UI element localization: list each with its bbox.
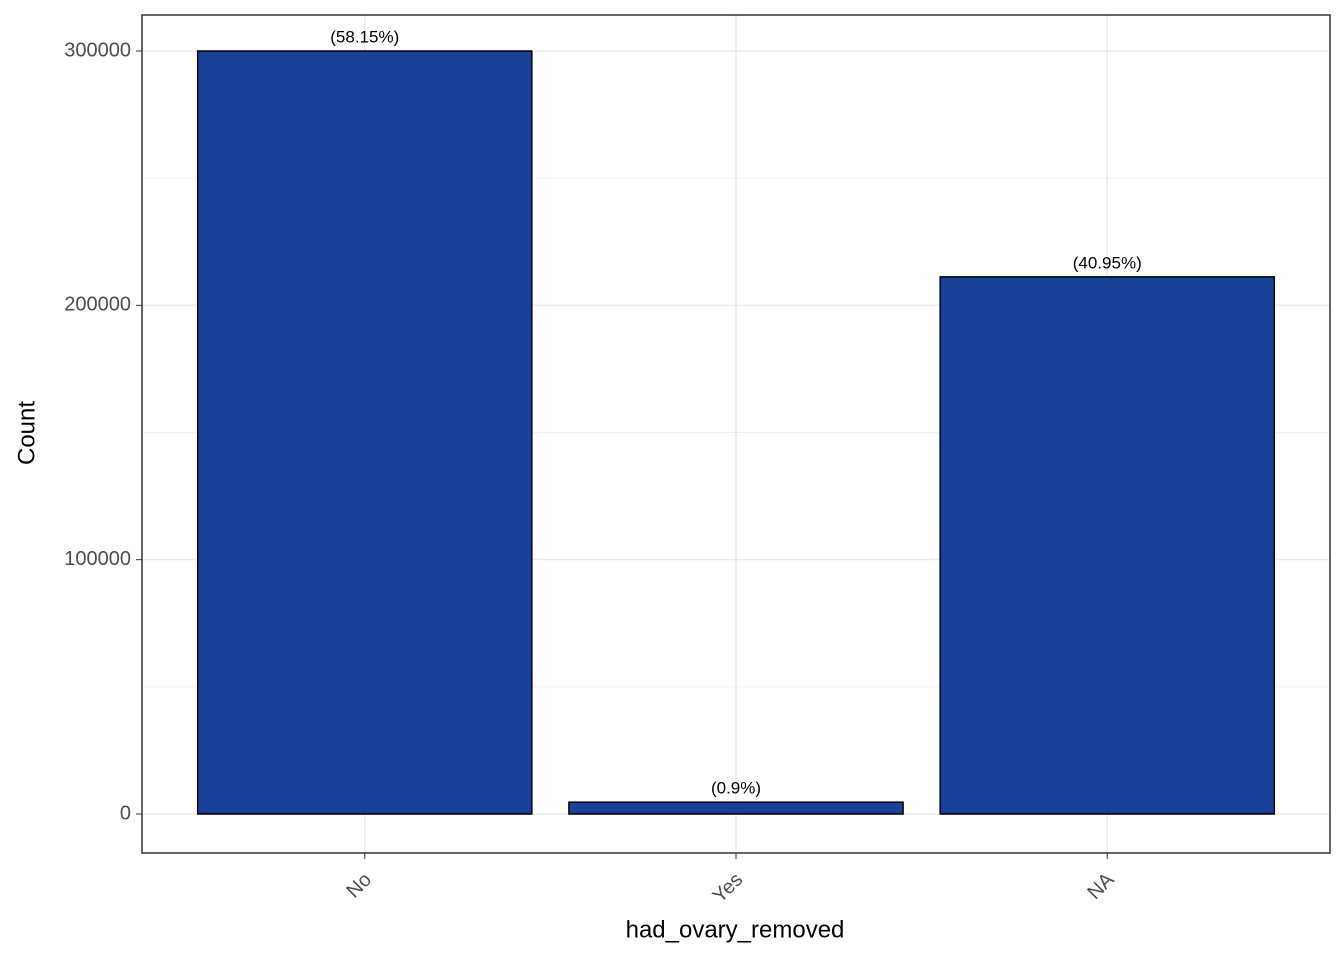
bar bbox=[939, 276, 1276, 815]
y-tick-label: 300000 bbox=[64, 39, 131, 61]
panel-border bbox=[141, 14, 1331, 854]
data-label: (0.9%) bbox=[711, 779, 761, 798]
bar bbox=[568, 801, 904, 815]
y-axis-title: Count bbox=[13, 401, 40, 465]
y-tick-label: 0 bbox=[120, 802, 131, 824]
x-axis-title: had_ovary_removed bbox=[626, 916, 845, 943]
data-label: (58.15%) bbox=[330, 27, 399, 46]
y-tick-label: 100000 bbox=[64, 548, 131, 570]
y-tick-label: 200000 bbox=[64, 294, 131, 316]
data-label: (40.95%) bbox=[1073, 253, 1142, 272]
bar bbox=[196, 50, 533, 815]
